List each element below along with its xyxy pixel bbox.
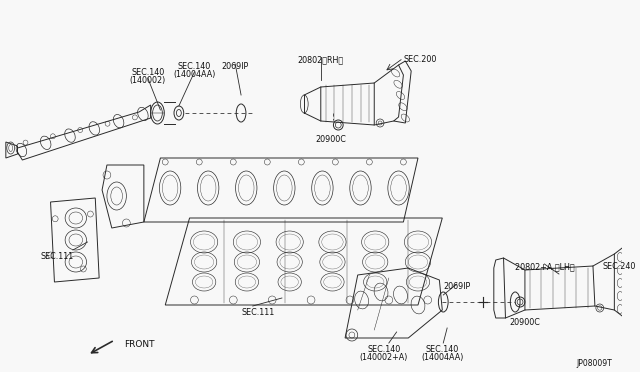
Text: SEC.111: SEC.111	[41, 252, 74, 261]
Text: SEC.111: SEC.111	[241, 308, 275, 317]
Text: 20900C: 20900C	[315, 135, 346, 144]
Text: (140002+A): (140002+A)	[360, 353, 408, 362]
Text: 20900C: 20900C	[509, 318, 540, 327]
Text: SEC.140: SEC.140	[426, 345, 459, 354]
Text: 2069IP: 2069IP	[444, 282, 470, 291]
Text: JP08009T: JP08009T	[577, 359, 612, 368]
Text: (140002): (140002)	[130, 76, 166, 85]
Text: (14004AA): (14004AA)	[173, 70, 216, 79]
Text: SEC.140: SEC.140	[178, 62, 211, 71]
Text: SEC.140: SEC.140	[367, 345, 401, 354]
Text: (14004AA): (14004AA)	[421, 353, 463, 362]
Text: SEC.140: SEC.140	[131, 68, 164, 77]
Text: SEC.200: SEC.200	[403, 55, 436, 64]
Text: 20802〈RH〉: 20802〈RH〉	[298, 55, 344, 64]
Text: 2069IP: 2069IP	[221, 62, 249, 71]
Text: FRONT: FRONT	[124, 340, 155, 349]
Text: 20802+A 〈LH〉: 20802+A 〈LH〉	[515, 262, 574, 271]
Text: SEC.240: SEC.240	[603, 262, 636, 271]
